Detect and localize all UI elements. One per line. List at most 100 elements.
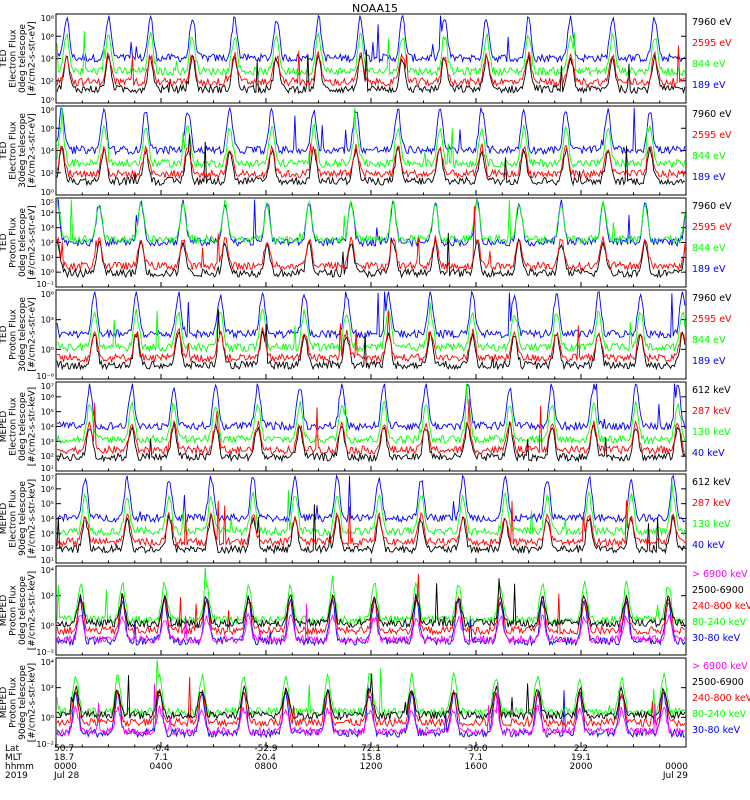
y-tick-label: 10⁸ <box>41 14 54 23</box>
y-tick-label: 10⁶ <box>41 32 54 41</box>
ylabel-line: 0deg telescope <box>18 576 28 646</box>
trace-3 <box>56 31 686 77</box>
panel-5: MEPEDElectron Flux0deg telescope[#/cm2-s… <box>0 381 731 473</box>
trace-2 <box>56 143 686 180</box>
y-tick-label: 10⁰ <box>41 345 54 354</box>
footer-lat: -36.0 <box>464 744 488 754</box>
footer-hhmm: 1600 <box>465 762 488 772</box>
footer-mlt: 19.1 <box>571 753 591 763</box>
ylabel-line: TED <box>0 233 9 252</box>
y-tick-label: 10⁷ <box>41 382 54 391</box>
channel-label: 80-240 keV <box>692 617 747 628</box>
ylabel-line: [#/cm2-s-str-eV] <box>28 21 38 96</box>
ylabel-line: Proton Flux <box>9 217 19 268</box>
channel-label: 40 keV <box>692 448 725 459</box>
y-tick-label: 10¹ <box>41 464 54 473</box>
ylabel-line: Electron Flux <box>9 121 19 180</box>
y-tick-label: 10⁴ <box>41 515 54 524</box>
channel-label: 30-80 keV <box>692 725 741 736</box>
ylabel-line: [#/cm2-s-str-keV] <box>28 387 38 466</box>
channel-label: 80-240 keV <box>692 709 747 720</box>
footer-lat: 2.2 <box>574 744 588 754</box>
panel-ylabel: MEPEDProton Flux0deg telescope[#/cm2-s-s… <box>0 571 38 650</box>
y-tick-label: 10⁰ <box>41 268 54 277</box>
y-tick-label: 10² <box>41 452 54 461</box>
ylabel-line: 0deg telescope <box>18 392 28 462</box>
channel-label: 287 keV <box>692 498 731 509</box>
trace-2 <box>56 399 685 456</box>
trace-4 <box>56 567 686 626</box>
trace-2 <box>56 205 686 272</box>
y-tick-label: 10⁻⁶ <box>36 372 54 381</box>
y-tick-label: 10³ <box>41 529 54 538</box>
ylabel-line: 30deg telescope <box>18 113 28 188</box>
footer-lat: 72.1 <box>361 744 381 754</box>
y-tick-label: 10⁶ <box>41 485 54 494</box>
trace-3 <box>56 383 686 445</box>
panel-ylabel: MEPEDElectron Flux0deg telescope[#/cm2-s… <box>0 387 38 466</box>
y-tick-label: 10⁵ <box>41 500 54 509</box>
ylabel-line: 30deg telescope <box>18 297 28 372</box>
trace-1 <box>56 504 686 555</box>
panel-4: TEDProton Flux30deg telescope[#/cm2-s-st… <box>0 289 732 381</box>
y-tick-label: 10⁷ <box>41 474 54 483</box>
y-tick-label: 10¹ <box>41 556 54 565</box>
y-tick-label: 10³ <box>41 316 54 325</box>
y-tick-label: 10⁰ <box>41 96 54 105</box>
panel-6: MEPEDElectron Flux90deg telescope[#/cm2-… <box>0 473 731 565</box>
ylabel-line: Electron Flux <box>9 397 19 456</box>
y-tick-label: 10² <box>41 592 54 601</box>
trace-3 <box>56 107 686 169</box>
ylabel-line: 90deg telescope <box>18 665 28 740</box>
ylabel-line: 0deg telescope <box>18 24 28 94</box>
y-tick-label: 10⁻² <box>36 740 54 749</box>
footer-mlt: 18.7 <box>54 753 74 763</box>
y-tick-label: 10⁴ <box>41 423 54 432</box>
footer-lat: -0.4 <box>152 744 170 754</box>
footer-hhmm: 0800 <box>255 762 278 772</box>
y-tick-label: 10³ <box>41 437 54 446</box>
channel-label: 844 eV <box>692 59 726 70</box>
trace-3 <box>56 480 686 537</box>
channel-label: 2500-6900 <box>692 677 744 688</box>
trace-1 <box>56 420 686 463</box>
y-tick-label: 10² <box>41 544 54 553</box>
y-tick-label: 10⁰ <box>41 713 54 722</box>
trace-4 <box>56 473 686 524</box>
trace-4 <box>56 106 686 156</box>
channel-label: 7960 eV <box>692 201 732 212</box>
channel-label: 2595 eV <box>692 130 732 141</box>
footer-mlt: 7.1 <box>154 753 168 763</box>
y-tick-label: 10⁰ <box>41 621 54 630</box>
panel-ylabel: TEDProton Flux30deg telescope[#/cm2-s-st… <box>0 297 38 372</box>
ylabel-line: [#/cm2-s-str-keV] <box>28 479 38 558</box>
channel-label: 40 keV <box>692 540 725 551</box>
y-tick-label: 10² <box>41 684 54 693</box>
y-tick-label: 10⁶ <box>41 124 54 133</box>
footer-mlt: 7.1 <box>469 753 483 763</box>
channel-label: 844 eV <box>692 335 726 346</box>
ylabel-line: Proton Flux <box>9 677 19 728</box>
footer-lat: -52.9 <box>254 744 278 754</box>
y-tick-label: 10⁴ <box>41 566 54 575</box>
footer-date: Jul 29 <box>662 771 688 781</box>
y-tick-label: 10⁴ <box>41 209 54 218</box>
y-tick-label: 10⁶ <box>41 393 54 402</box>
trace-3 <box>56 301 686 353</box>
footer-hhmm: 2000 <box>570 762 593 772</box>
ylabel-line: TED <box>0 141 9 160</box>
ylabel-line: TED <box>0 325 9 344</box>
channel-label: 2595 eV <box>692 38 732 49</box>
channel-label: 844 eV <box>692 243 726 254</box>
ylabel-line: [#/cm2-s-str-keV] <box>28 571 38 650</box>
channel-label: 189 eV <box>692 172 726 183</box>
y-tick-label: 10⁸ <box>41 106 54 115</box>
channel-label: 189 eV <box>692 356 726 367</box>
panel-3: TEDProton Flux0deg telescope[#/cm2-s-str… <box>0 197 732 289</box>
ylabel-line: TED <box>0 49 9 68</box>
trace-2 <box>56 578 686 629</box>
panel-8: MEPEDProton Flux90deg telescope[#/cm2-s-… <box>0 657 750 749</box>
ylabel-line: [#/cm2-s-str-eV] <box>28 297 38 372</box>
trace-4 <box>56 14 686 64</box>
